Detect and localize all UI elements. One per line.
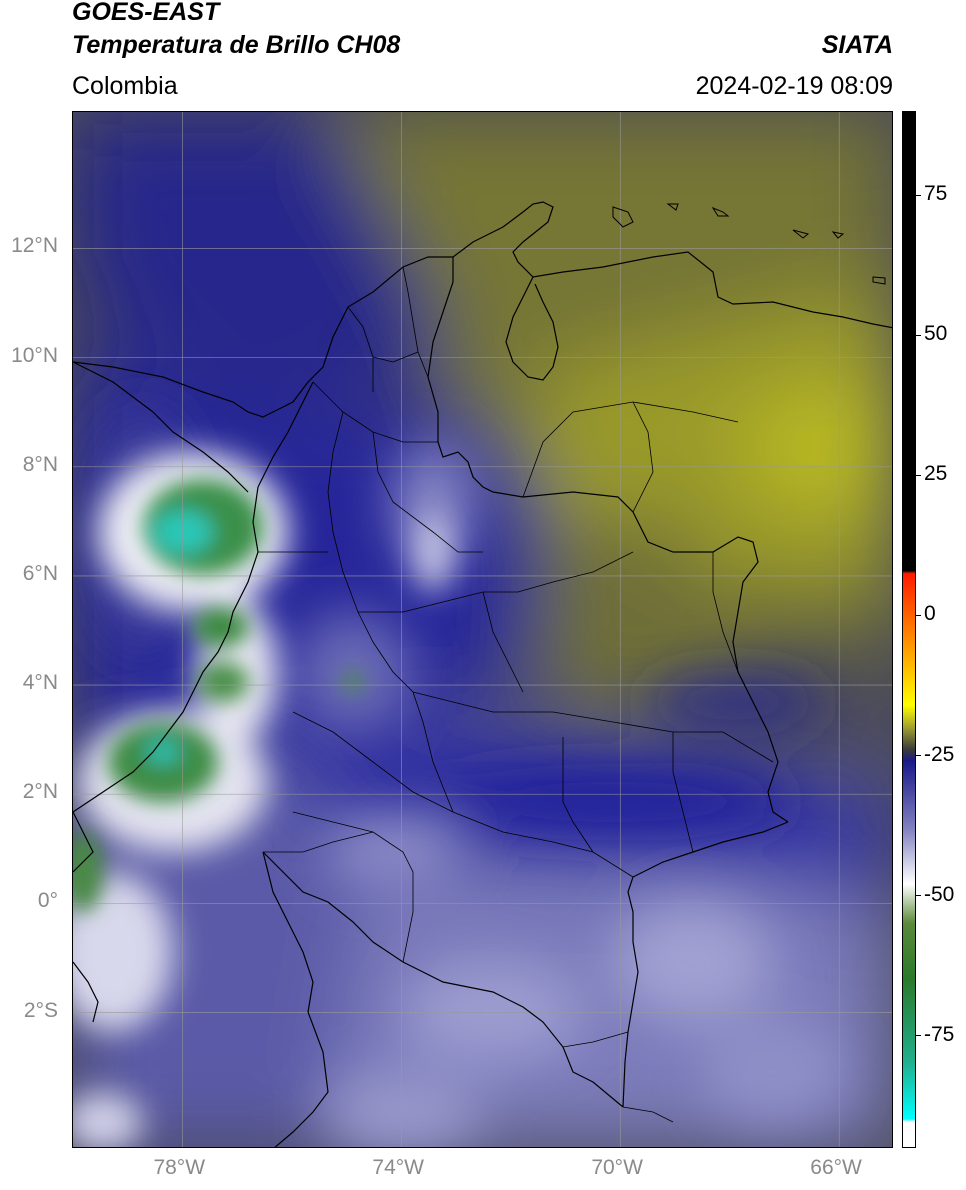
- brightness-temperature-map[interactable]: [73, 112, 893, 1148]
- colombia-brazil-border: [622, 821, 789, 1108]
- map-panel[interactable]: [72, 111, 893, 1148]
- maracaibo-lake: [505, 276, 559, 381]
- colorbar-tick-label: 50: [924, 322, 948, 346]
- colorbar-tick-mark: [916, 755, 921, 757]
- colorbar-tick-mark: [916, 474, 921, 476]
- colorbar-tick-label: 0: [924, 602, 936, 626]
- brazil-peru-border: [562, 1031, 674, 1123]
- caribbean-islands: [612, 203, 886, 285]
- internal-divisions: [258, 381, 774, 963]
- latitude-label: 10°N: [11, 343, 58, 367]
- ecuador-peru-border: [262, 851, 329, 1147]
- latitude-label: 0°: [37, 889, 58, 913]
- colorbar-tick-label: -25: [924, 742, 955, 766]
- coastline-pacific: [73, 381, 314, 813]
- longitude-label: 70°W: [591, 1156, 643, 1179]
- colorbar-tick-mark: [916, 194, 921, 196]
- panama-coast: [73, 361, 249, 493]
- colorbar-tick-label: -75: [924, 1022, 955, 1046]
- gridlines: [73, 112, 892, 1147]
- colorbar-tick-label: -50: [924, 882, 955, 906]
- longitude-label: 66°W: [810, 1156, 862, 1179]
- latitude-label: 2°S: [23, 998, 58, 1022]
- colorbar-tick-label: 75: [924, 182, 948, 206]
- product-title: Temperatura de Brillo CH08: [72, 31, 401, 59]
- colorbar-tick-mark: [916, 1035, 921, 1037]
- latitude-label: 8°N: [22, 452, 58, 476]
- datetime-label: 2024-02-19 08:09: [695, 72, 893, 100]
- coastline-caribbean: [73, 201, 892, 418]
- colombia-peru-border: [262, 851, 624, 1108]
- venezuela-divisions: [522, 401, 739, 673]
- colorbar: [902, 111, 916, 1148]
- agency-label: SIATA: [821, 31, 893, 59]
- colorbar-tick-label: 25: [924, 462, 948, 486]
- longitude-label: 78°W: [153, 1156, 206, 1179]
- colorbar-gradient: [903, 112, 915, 1147]
- colorbar-tick-mark: [916, 614, 921, 616]
- latitude-label: 6°N: [22, 561, 58, 585]
- colorbar-tick-mark: [916, 334, 921, 336]
- boundaries: [73, 201, 892, 1147]
- latitude-label: 2°N: [22, 780, 58, 804]
- latitude-label: 12°N: [11, 234, 58, 258]
- ecuador-coast: [73, 811, 99, 1023]
- colorbar-tick-mark: [916, 895, 921, 897]
- satellite-title: GOES-EAST: [72, 0, 220, 26]
- longitude-label: 74°W: [372, 1156, 424, 1179]
- temperature-field: [73, 112, 892, 1147]
- latitude-label: 4°N: [22, 671, 58, 695]
- northern-divisions: [347, 266, 429, 392]
- region-label: Colombia: [72, 72, 178, 100]
